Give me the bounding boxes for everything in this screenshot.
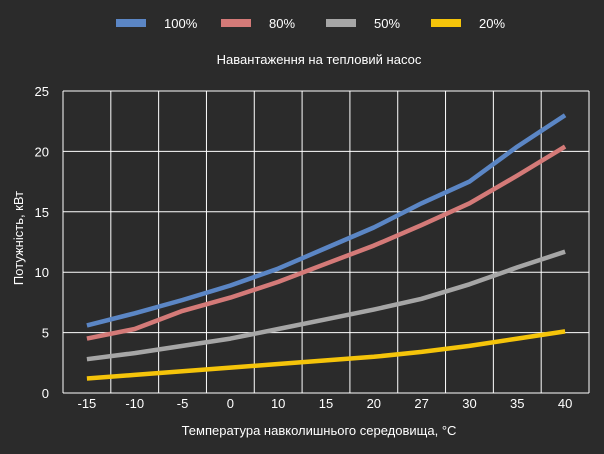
series-line-20-percent <box>86 329 566 381</box>
y-tick-label: 10 <box>35 265 49 280</box>
y-tick-label: 15 <box>35 205 49 220</box>
legend-label: 100% <box>164 16 198 31</box>
legend-item: 100% <box>116 16 198 31</box>
y-tick-label: 25 <box>35 84 49 99</box>
legend-swatch <box>431 19 461 27</box>
x-tick-label: 35 <box>510 396 524 411</box>
legend: 100% 80% 50% 20% <box>116 16 505 31</box>
legend-item: 80% <box>221 16 295 31</box>
legend-swatch <box>221 19 251 27</box>
legend-item: 20% <box>431 16 505 31</box>
legend-swatch <box>326 19 356 27</box>
x-tick-label: 20 <box>367 396 381 411</box>
gridlines <box>62 90 590 394</box>
legend-label: 20% <box>479 16 505 31</box>
chart-title: Навантаження на тепловий насос <box>217 52 422 67</box>
x-tick-label: 40 <box>558 396 572 411</box>
series-line-50-percent <box>86 249 566 362</box>
series-line-80-percent <box>86 144 567 341</box>
x-axis-label: Температура навколишнього середовища, °С <box>182 423 457 438</box>
legend-label: 80% <box>269 16 295 31</box>
y-axis-label: Потужність, кВт <box>11 191 26 285</box>
y-tick-label: 0 <box>42 386 49 401</box>
series-lines <box>86 113 567 381</box>
x-tick-label: 30 <box>462 396 476 411</box>
legend-item: 50% <box>326 16 400 31</box>
x-axis-ticks: -15 -10 -5 0 10 15 20 27 30 35 40 <box>78 396 573 411</box>
x-tick-label: 0 <box>227 396 234 411</box>
x-tick-label: -5 <box>177 396 189 411</box>
y-tick-label: 20 <box>35 144 49 159</box>
x-tick-label: 15 <box>319 396 333 411</box>
series-line-100-percent <box>86 113 567 328</box>
x-tick-label: 10 <box>271 396 285 411</box>
y-tick-label: 5 <box>42 326 49 341</box>
x-tick-label: -10 <box>125 396 144 411</box>
legend-swatch <box>116 19 146 27</box>
x-tick-label: -15 <box>78 396 97 411</box>
y-axis-ticks: 0 5 10 15 20 25 <box>35 84 49 401</box>
legend-label: 50% <box>374 16 400 31</box>
x-tick-label: 27 <box>414 396 428 411</box>
